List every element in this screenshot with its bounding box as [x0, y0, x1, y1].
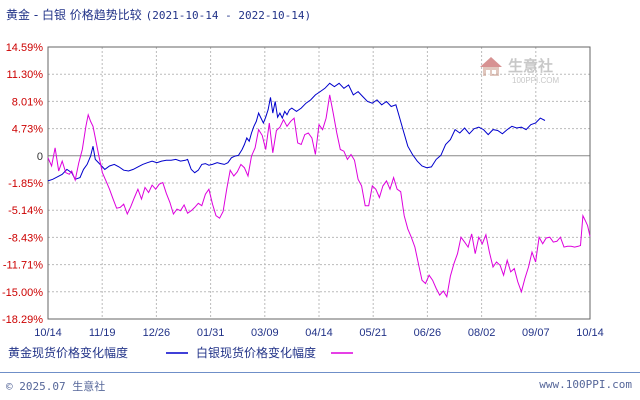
legend-label-gold: 黄金现货价格变化幅度: [8, 345, 128, 360]
footer-divider: [0, 372, 640, 373]
chart-svg: 生意社 100PPI.COM 14.59% 11.30% 8.01% 4.73% 0 -1…: [2, 42, 604, 360]
x-tick-label: 12/26: [143, 327, 171, 339]
watermark: 生意社 100PPI.COM: [480, 57, 559, 85]
x-tick-label: 10/14: [576, 327, 604, 339]
y-tick-label: -15.00%: [2, 287, 43, 299]
footer-website[interactable]: www.100PPI.com: [539, 378, 632, 391]
chart-title: 黄金 - 白银 价格趋势比较 (2021-10-14 - 2022-10-14): [6, 6, 311, 23]
x-tick-label: 04/14: [305, 327, 333, 339]
y-tick-label: -5.14%: [8, 205, 43, 217]
plot-frame: [47, 46, 591, 320]
series-line-silver: [47, 94, 591, 299]
y-tick-label: 4.73%: [12, 124, 43, 136]
legend: 黄金现货价格变化幅度 白银现货价格变化幅度: [8, 345, 353, 360]
x-tick-label: 08/02: [468, 327, 496, 339]
x-tick-label: 11/19: [89, 327, 116, 339]
watermark-brand: 生意社: [508, 57, 553, 75]
x-tick-label: 01/31: [197, 327, 225, 339]
x-tick-labels: 10/14 11/19 12/26 01/31 03/09 04/14 05/21 06/26…: [34, 327, 604, 339]
y-tick-label: -8.43%: [8, 232, 43, 244]
y-tick-label: -18.29%: [2, 314, 43, 326]
x-tick-label: 10/14: [34, 327, 62, 339]
legend-label-silver: 白银现货价格变化幅度: [196, 345, 316, 360]
y-tick-label: 14.59%: [6, 42, 44, 54]
y-tick-labels: 14.59% 11.30% 8.01% 4.73% 0 -1.85% -5.14% -8.43…: [2, 42, 43, 326]
x-tick-label: 03/09: [251, 327, 279, 339]
y-tick-label: 11.30%: [7, 69, 44, 81]
x-tick-label: 05/21: [359, 327, 387, 339]
series-line-gold: [47, 82, 546, 182]
axes: [47, 46, 591, 320]
footer-copyright: © 2025.07 生意社: [6, 380, 106, 393]
date-range: (2021-10-14 - 2022-10-14): [145, 9, 312, 22]
x-tick-label: 09/07: [522, 327, 550, 339]
y-tick-label: 8.01%: [12, 96, 43, 108]
gridlines: [48, 47, 590, 319]
y-tick-label: -1.85%: [8, 178, 43, 190]
chart-title-text: 黄金 - 白银 价格趋势比较: [6, 8, 142, 22]
series-lines: [47, 82, 591, 299]
watermark-url: 100PPI.COM: [512, 76, 559, 85]
y-tick-label: 0: [37, 151, 43, 163]
watermark-logo-icon: [480, 57, 502, 76]
y-tick-label: -11.71%: [3, 260, 43, 272]
x-tick-label: 06/26: [414, 327, 442, 339]
